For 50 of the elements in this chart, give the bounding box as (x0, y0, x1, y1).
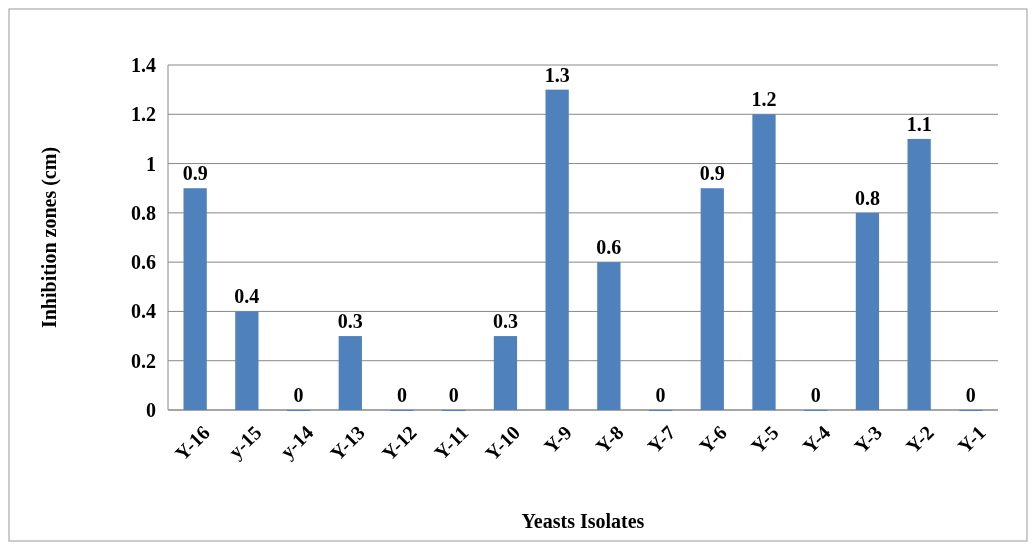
x-tick-label: Y-9 (539, 421, 576, 458)
x-tick-label: Y-6 (694, 421, 732, 458)
bar (545, 89, 569, 410)
data-label: 0.6 (596, 236, 622, 259)
bar (183, 188, 207, 410)
y-tick-label: 0.2 (131, 349, 156, 372)
y-tick-label: 1 (146, 152, 156, 175)
bar (700, 188, 724, 410)
y-axis-title: Inhibition zones (cm) (38, 146, 61, 329)
y-tick-label: 1.2 (131, 103, 156, 126)
y-tick-label: 0 (146, 399, 156, 421)
bar (493, 336, 518, 410)
x-tick-label: Y-16 (170, 421, 214, 465)
data-label: 0 (655, 384, 666, 406)
x-tick-label: Y-12 (377, 421, 421, 465)
x-axis-title: Yeasts Isolates (521, 510, 645, 532)
data-label: 0 (810, 384, 821, 406)
data-label: 0 (293, 384, 304, 406)
x-tick-label: Y-11 (429, 421, 473, 464)
y-tick-label: 0.8 (131, 201, 156, 224)
data-label: 0.4 (234, 285, 260, 308)
bar (907, 138, 931, 410)
data-label: 0.9 (699, 162, 725, 185)
bar (235, 311, 259, 410)
data-label: 1.3 (544, 63, 570, 86)
data-label: 0.9 (182, 162, 208, 185)
x-tick-label: Y-13 (325, 421, 370, 465)
y-tick-label: 0.4 (131, 300, 156, 323)
data-label: 0 (397, 384, 407, 406)
data-label: 1.2 (751, 88, 777, 111)
x-tick-label: Y-7 (643, 421, 680, 458)
bar (752, 114, 776, 410)
data-label: 0.3 (337, 310, 363, 333)
x-tick-label: Y-4 (798, 421, 835, 458)
x-tick-label: Y-5 (746, 421, 783, 458)
y-tick-label: 1.4 (131, 54, 156, 76)
bar (338, 336, 362, 410)
data-label: 1.1 (906, 112, 932, 135)
data-label: 0 (448, 384, 459, 406)
x-tick-label: Y-3 (849, 421, 887, 458)
data-label: 0 (965, 384, 976, 406)
bar (597, 262, 621, 410)
bar (855, 212, 880, 410)
data-label: 0.8 (854, 186, 880, 209)
x-tick-label: Y-2 (901, 421, 938, 458)
y-tick-label: 0.6 (131, 251, 156, 274)
x-tick-label: Y-1 (953, 421, 990, 458)
x-tick-label: Y-8 (591, 421, 628, 458)
data-label: 0.3 (492, 310, 518, 333)
x-tick-label: Y-10 (480, 421, 525, 465)
